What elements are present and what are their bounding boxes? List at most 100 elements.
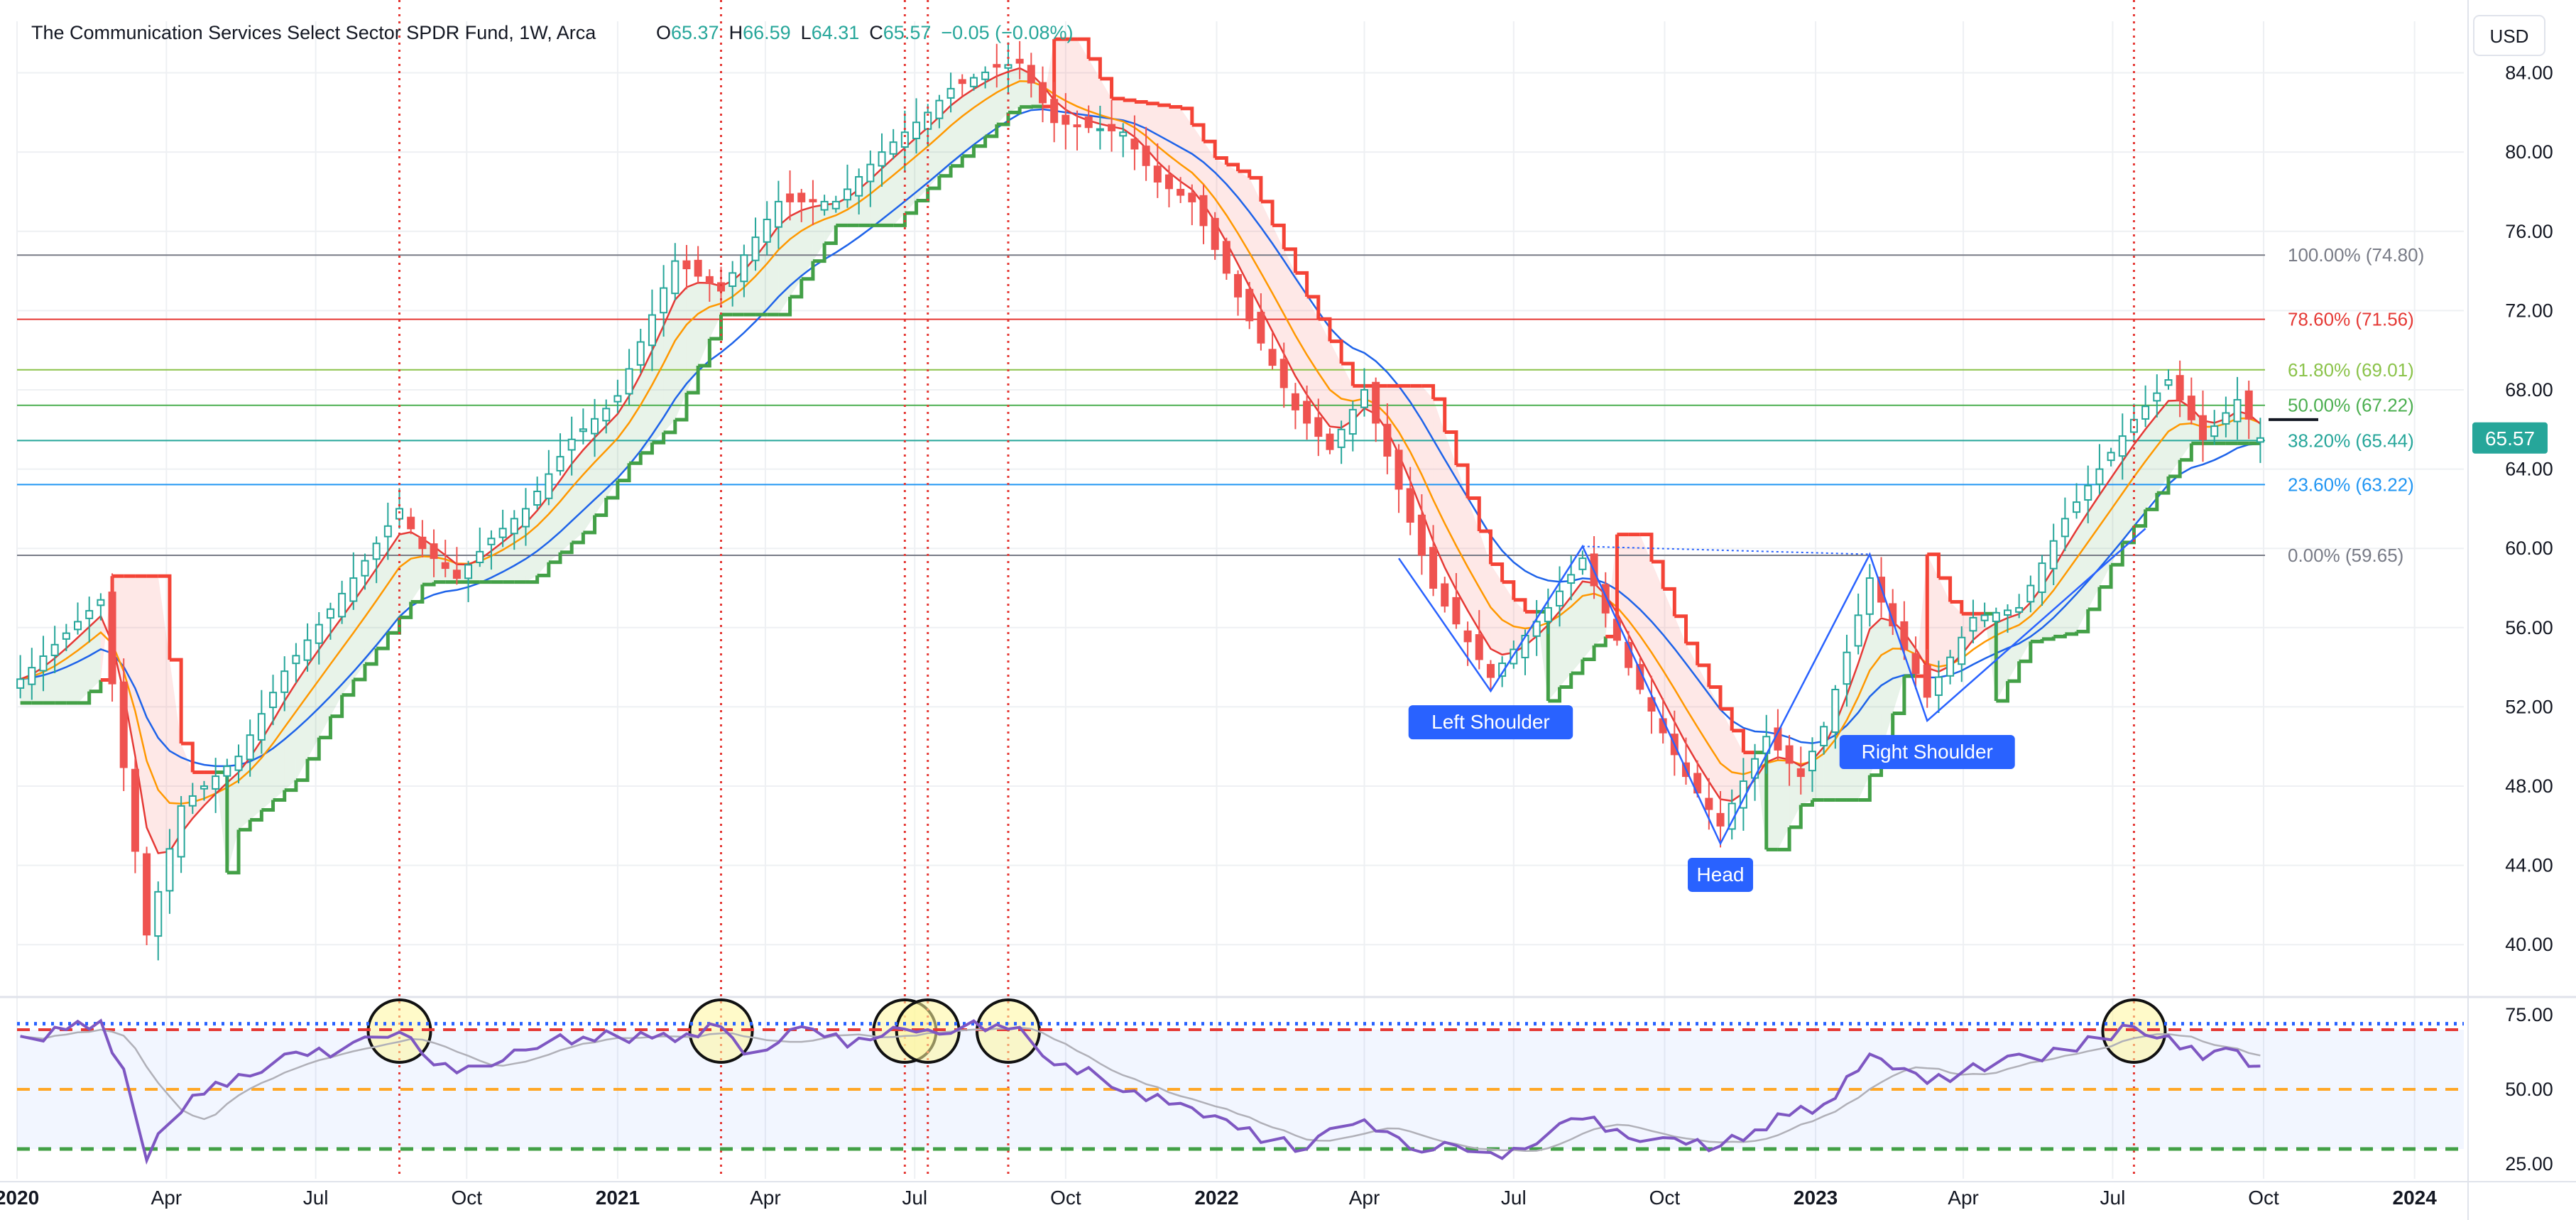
candle-body: [292, 655, 300, 665]
trend-fill-segment: [295, 665, 308, 780]
candle-body: [1383, 423, 1392, 457]
trend-fill-segment: [1777, 757, 1790, 850]
candle-body: [1015, 58, 1024, 64]
trailing-stop-segment: [606, 480, 620, 500]
candle-body: [751, 236, 760, 261]
currency-button[interactable]: USD: [2473, 15, 2545, 56]
trend-fill-segment: [66, 637, 78, 703]
price-tick-3: 52.00: [2505, 696, 2553, 717]
candle-body: [223, 766, 231, 777]
trailing-stop-segment: [1238, 169, 1252, 178]
trend-fill-segment: [410, 532, 422, 602]
candle-body: [1291, 393, 1299, 410]
candle-body: [660, 287, 668, 314]
trend-fill-segment: [1720, 709, 1732, 801]
candle-body: [487, 538, 496, 545]
time-tick-5: Apr: [750, 1187, 781, 1209]
price-tick-6: 64.00: [2505, 459, 2553, 480]
trend-fill-segment: [1938, 578, 1950, 672]
currency-button-frame[interactable]: [2473, 15, 2545, 56]
trend-fill-segment: [1077, 39, 1089, 121]
trend-fill-segment: [284, 682, 296, 790]
trailing-stop-segment: [273, 790, 287, 802]
trend-fill-segment: [1306, 296, 1319, 412]
trend-fill-segment: [1180, 108, 1192, 190]
candle-body: [1705, 797, 1713, 810]
trailing-stop-segment: [548, 552, 562, 565]
trend-fill-segment: [2007, 614, 2019, 682]
candle-body: [2256, 437, 2264, 443]
trend-fill-segment: [1456, 465, 1468, 611]
candle-body: [1084, 116, 1093, 129]
trailing-stop-segment: [239, 819, 252, 832]
trailing-stop-segment: [410, 584, 425, 604]
trailing-stop-segment: [250, 810, 263, 822]
time-tick-10: Jul: [1501, 1187, 1527, 1209]
candle-body: [556, 456, 564, 472]
candle-body: [1372, 381, 1380, 424]
candle-body: [2095, 468, 2104, 485]
trend-fill-segment: [686, 283, 699, 393]
candle-body: [2049, 540, 2058, 570]
time-tick-2: Jul: [303, 1187, 329, 1209]
candle-body: [1222, 241, 1230, 274]
candle-body: [430, 543, 438, 560]
last-price-tag: 65.57: [2485, 427, 2535, 450]
trend-fill-segment: [1663, 589, 1675, 722]
candle-body: [315, 623, 323, 644]
trend-fill-segment: [1927, 554, 1939, 672]
candle-body: [946, 87, 955, 99]
candle-body: [2084, 484, 2092, 501]
candle-body: [636, 341, 645, 366]
currency-button-label[interactable]: USD: [2490, 26, 2529, 47]
trend-fill-segment: [870, 168, 883, 226]
trailing-stop-segment: [158, 574, 172, 660]
trend-fill-segment: [962, 89, 974, 156]
trailing-stop-segment: [261, 800, 275, 812]
trailing-stop-segment: [525, 575, 540, 584]
trend-fill-segment: [2111, 461, 2123, 565]
trailing-stop-segment: [1444, 430, 1458, 466]
trend-fill-segment: [1674, 616, 1686, 744]
candle-body: [1177, 188, 1185, 196]
trailing-stop-segment: [1697, 663, 1711, 687]
price-tick-8: 72.00: [2505, 300, 2553, 321]
candle-body: [1900, 621, 1909, 650]
trend-fill-segment: [1708, 687, 1721, 800]
candle-body: [1601, 584, 1610, 614]
candle-body: [108, 592, 116, 685]
trailing-stop-segment: [1226, 163, 1240, 172]
trend-fill-segment: [1088, 59, 1101, 124]
candle-body: [866, 163, 875, 183]
trailing-stop-segment: [652, 432, 666, 445]
trend-fill-segment: [353, 585, 365, 680]
candle-body: [452, 570, 461, 579]
candle-body: [1510, 648, 1518, 665]
trend-fill-segment: [640, 350, 653, 453]
trailing-stop-segment: [2168, 459, 2182, 479]
trend-fill-segment: [77, 626, 89, 703]
close-value: 65.57: [883, 22, 932, 43]
price-tick-2: 48.00: [2505, 775, 2553, 797]
candle-body: [843, 188, 851, 201]
candle-body: [1785, 745, 1794, 764]
trailing-stop-segment: [319, 716, 332, 740]
trailing-stop-segment: [629, 452, 643, 465]
trend-fill-segment: [767, 226, 779, 315]
candle-body: [2222, 412, 2230, 425]
trend-fill-segment: [342, 601, 354, 695]
price-tick-5: 60.00: [2505, 538, 2553, 559]
trend-fill-segment: [146, 576, 158, 854]
trailing-stop-segment: [1468, 496, 1481, 532]
candle-body: [694, 259, 702, 277]
trailing-stop-segment: [1295, 271, 1309, 297]
trailing-stop-segment: [939, 165, 953, 178]
trailing-stop-segment: [801, 261, 815, 281]
candle-body: [1257, 312, 1265, 344]
trailing-stop-segment: [560, 542, 574, 555]
trailing-stop-segment: [1892, 676, 1906, 715]
trend-fill-segment: [2076, 512, 2088, 632]
trailing-stop-segment: [1306, 295, 1321, 320]
